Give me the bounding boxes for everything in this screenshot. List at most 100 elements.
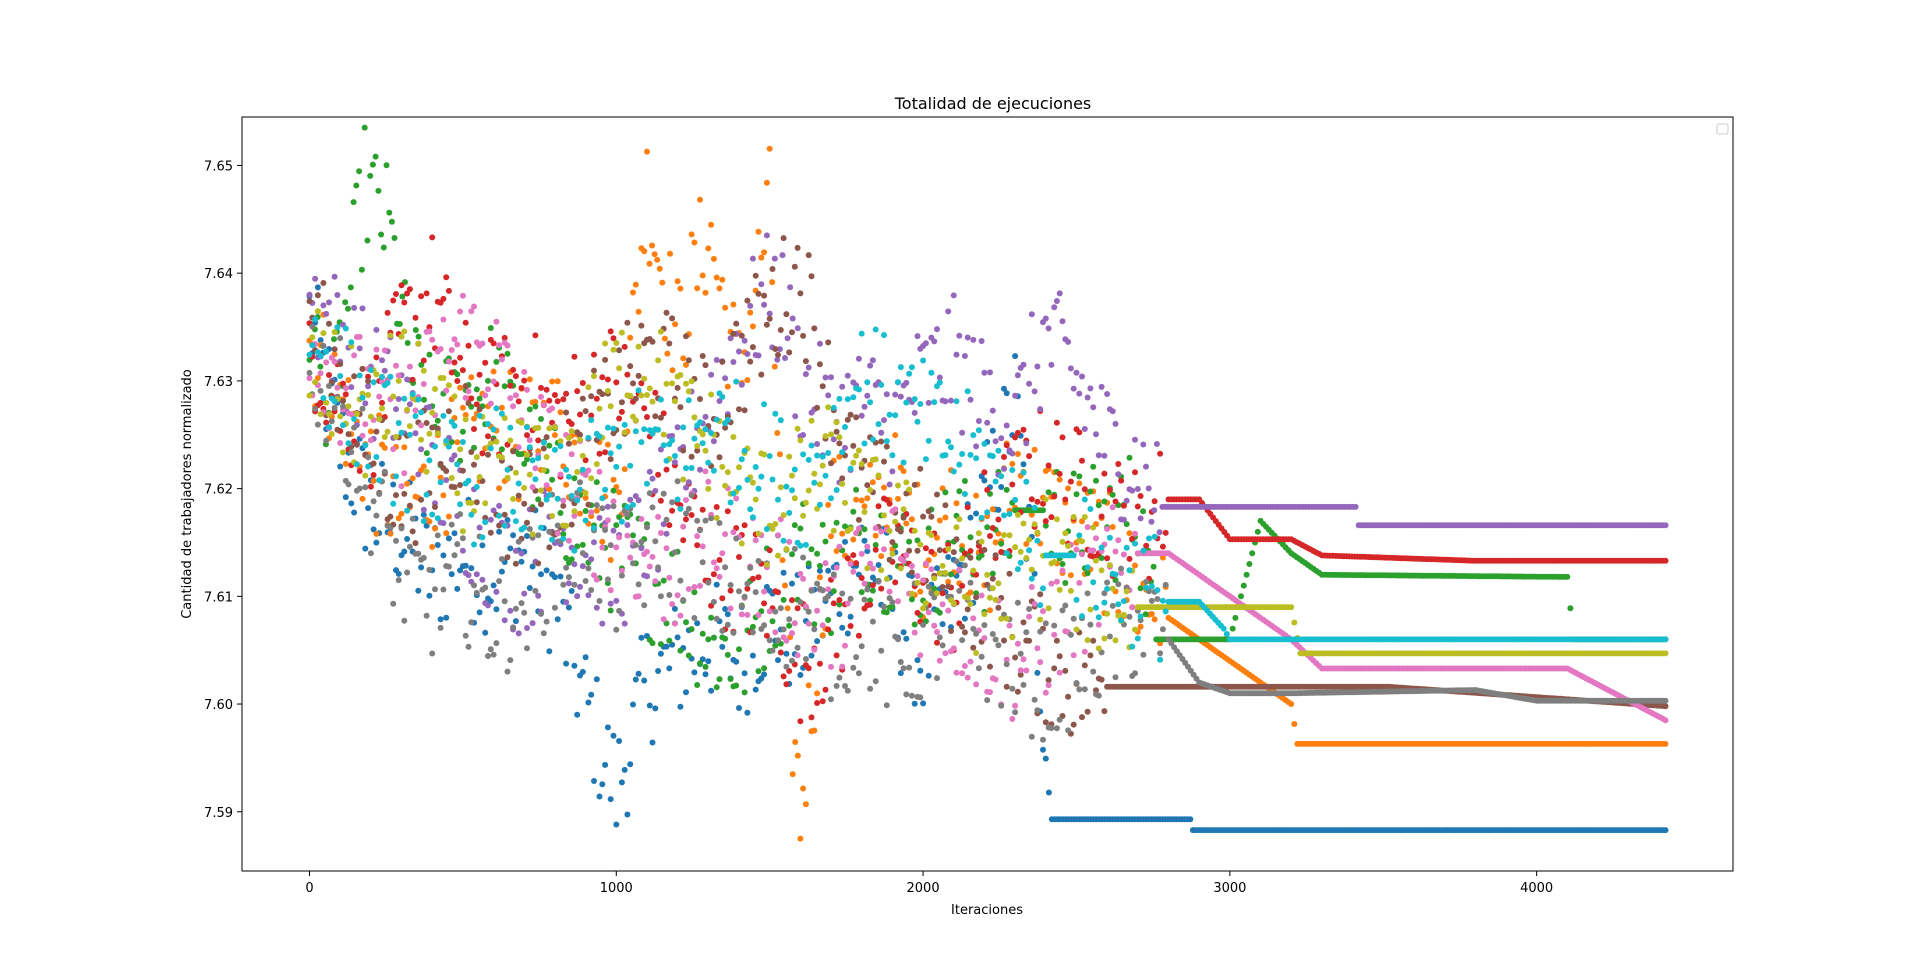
data-point: [808, 273, 815, 280]
data-point: [588, 475, 595, 482]
data-point: [529, 563, 536, 570]
data-point: [1023, 555, 1030, 561]
data-point: [337, 373, 344, 379]
data-point: [747, 358, 754, 365]
data-point: [644, 480, 650, 487]
data-point: [591, 539, 597, 546]
data-point: [454, 371, 461, 378]
data-point: [961, 478, 968, 484]
data-point: [365, 378, 372, 385]
data-point: [657, 396, 664, 403]
data-point: [1042, 522, 1049, 529]
data-point: [627, 554, 634, 561]
data-point: [493, 318, 500, 325]
data-point: [1115, 601, 1122, 608]
data-point: [1143, 578, 1150, 585]
data-point: [334, 292, 341, 298]
data-point: [429, 409, 436, 416]
data-point: [646, 702, 653, 709]
data-point: [490, 426, 497, 433]
data-point: [365, 373, 372, 380]
data-point: [883, 391, 890, 398]
data-point: [445, 535, 452, 542]
data-point: [560, 531, 567, 538]
data-point: [942, 489, 949, 496]
data-point: [399, 293, 406, 300]
data-point: [789, 315, 796, 322]
data-point: [432, 443, 438, 450]
data-point: [730, 629, 737, 636]
data-point: [510, 496, 517, 502]
data-point: [713, 357, 720, 363]
data-point: [582, 472, 589, 478]
data-point: [445, 563, 452, 570]
data-point: [462, 394, 469, 401]
data-point: [786, 349, 793, 356]
data-point: [445, 382, 452, 389]
data-point: [819, 587, 826, 594]
data-point: [864, 482, 871, 489]
data-point: [808, 652, 815, 659]
data-point: [367, 428, 374, 435]
data-point: [730, 359, 737, 365]
data-point: [613, 463, 620, 470]
data-point: [471, 582, 477, 589]
data-point: [1157, 650, 1164, 657]
data-point: [961, 353, 968, 359]
data-point: [864, 392, 871, 399]
data-point: [922, 456, 929, 463]
data-point: [395, 515, 402, 522]
data-point: [490, 582, 497, 589]
data-point: [1087, 652, 1094, 659]
data-point: [482, 392, 489, 399]
data-point: [766, 547, 773, 554]
data-point: [465, 572, 472, 579]
data-point: [688, 453, 695, 460]
data-point: [975, 427, 982, 434]
data-point: [995, 506, 1002, 513]
data-point: [340, 380, 346, 387]
data-point: [875, 503, 882, 510]
data-point: [1028, 311, 1035, 318]
data-point: [510, 624, 517, 631]
data-point: [401, 548, 408, 555]
data-point: [398, 525, 405, 532]
data-point: [836, 597, 843, 603]
data-point: [769, 476, 776, 483]
data-point: [1070, 652, 1077, 659]
data-point: [789, 657, 795, 664]
data-point: [532, 587, 539, 594]
data-point: [1090, 404, 1097, 411]
data-point: [964, 504, 971, 511]
data-point: [716, 676, 723, 683]
data-point: [440, 375, 447, 381]
data-point: [819, 462, 826, 469]
data-point: [822, 686, 829, 693]
data-point: [883, 576, 890, 582]
data-point: [900, 459, 907, 466]
data-point: [858, 461, 865, 467]
data-point: [1090, 668, 1097, 675]
data-point: [465, 400, 472, 407]
data-point: [345, 377, 352, 384]
data-point: [928, 532, 935, 539]
data-point: [432, 525, 438, 532]
data-point: [440, 552, 447, 559]
data-point: [613, 626, 620, 633]
data-point: [1246, 561, 1253, 567]
data-point: [758, 281, 765, 288]
data-point: [797, 437, 804, 444]
data-point: [423, 290, 430, 297]
data-point: [948, 628, 954, 634]
data-point: [699, 559, 706, 566]
data-point: [967, 514, 974, 521]
data-point: [794, 325, 801, 332]
data-point: [401, 617, 408, 624]
data-point: [538, 501, 544, 508]
data-point: [420, 511, 427, 518]
data-point: [1056, 586, 1063, 593]
data-point: [691, 584, 698, 590]
data-point: [981, 622, 988, 629]
data-point: [713, 581, 720, 588]
data-point: [379, 357, 385, 364]
